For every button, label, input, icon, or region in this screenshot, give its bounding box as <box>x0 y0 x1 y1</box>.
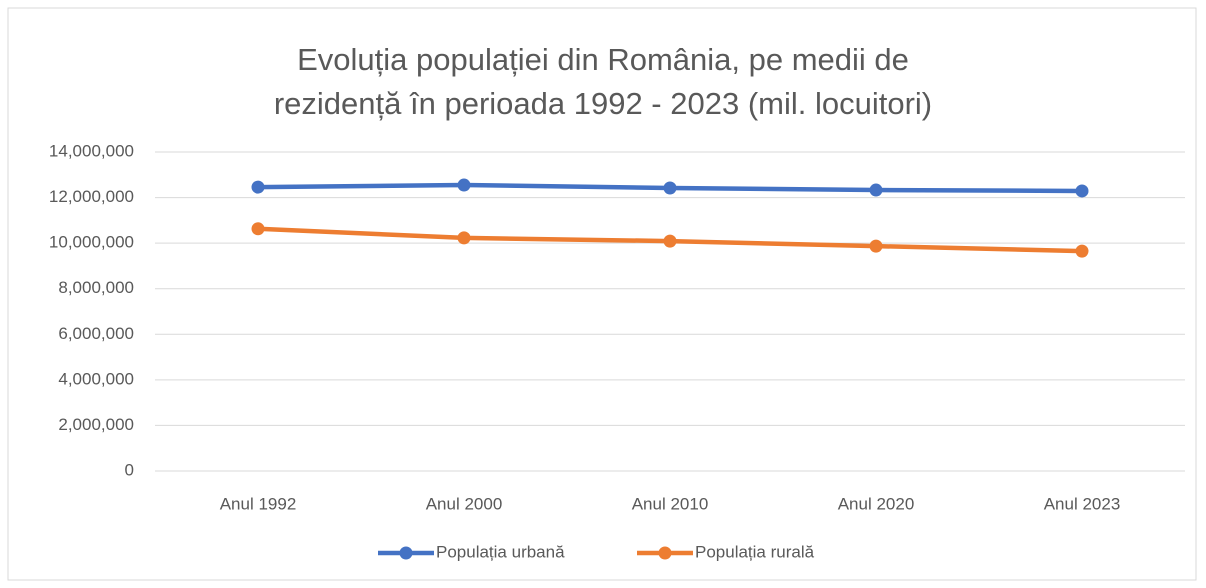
data-point <box>1075 244 1089 258</box>
legend-marker <box>399 546 413 560</box>
x-tick-label: Anul 2020 <box>838 494 915 513</box>
y-tick-label: 6,000,000 <box>58 324 134 343</box>
data-point <box>869 239 883 253</box>
y-tick-label: 0 <box>125 460 134 479</box>
legend-label: Populația urbană <box>436 542 565 561</box>
y-tick-label: 4,000,000 <box>58 369 134 388</box>
chart-title: Evoluția populației din România, pe medi… <box>273 42 933 121</box>
data-point <box>251 180 265 194</box>
legend-marker <box>658 546 672 560</box>
y-tick-label: 10,000,000 <box>49 233 134 252</box>
data-point <box>251 222 265 236</box>
x-tick-label: Anul 2023 <box>1044 494 1121 513</box>
data-point <box>457 231 471 245</box>
data-point <box>869 183 883 197</box>
data-point <box>457 178 471 192</box>
x-tick-label: Anul 2000 <box>426 494 503 513</box>
chart-frame <box>7 7 1197 581</box>
y-tick-label: 14,000,000 <box>49 141 134 160</box>
y-tick-label: 12,000,000 <box>49 187 134 206</box>
x-tick-label: Anul 1992 <box>220 494 297 513</box>
legend-label: Populația rurală <box>695 542 815 561</box>
data-point <box>663 234 677 248</box>
y-tick-label: 2,000,000 <box>58 415 134 434</box>
y-tick-label: 8,000,000 <box>58 278 134 297</box>
data-point <box>1075 184 1089 198</box>
data-point <box>663 181 677 195</box>
x-tick-label: Anul 2010 <box>632 494 709 513</box>
